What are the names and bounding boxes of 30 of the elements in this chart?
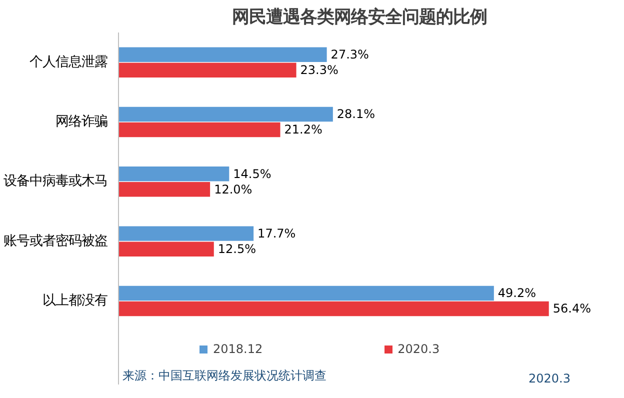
data-label: 12.0% — [214, 182, 252, 196]
data-label: 49.2% — [498, 286, 536, 300]
bar — [118, 47, 327, 62]
y-tick-label: 设备中病毒或木马 — [4, 174, 108, 190]
annotation: 来源：中国互联网络发展状况统计调查 — [122, 368, 326, 382]
y-tick-label: 个人信息泄露 — [30, 54, 108, 70]
y-tick-label: 账号或者密码被盗 — [4, 234, 108, 249]
data-label: 21.2% — [284, 122, 322, 137]
data-label: 12.5% — [218, 242, 256, 256]
legend-label: 2018.12 — [213, 342, 263, 356]
bar — [118, 286, 494, 301]
data-label: 17.7% — [258, 226, 296, 241]
data-label: 28.1% — [336, 107, 376, 122]
y-tick-label: 以上都没有 — [42, 293, 108, 308]
bar — [118, 166, 230, 182]
data-label: 27.3% — [330, 48, 369, 62]
data-label: 56.4% — [552, 302, 591, 316]
bar — [118, 182, 210, 197]
data-label: 23.3% — [300, 63, 338, 78]
bar — [118, 301, 549, 316]
bar — [118, 226, 254, 241]
data-label: 14.5% — [233, 166, 272, 181]
legend-label: 2020.3 — [398, 342, 440, 356]
bar — [118, 62, 296, 78]
y-tick-label: 网络诈骗 — [56, 114, 108, 130]
bar — [118, 242, 214, 256]
chart-title: 网民遭遇各类网络安全问题的比例 — [232, 8, 487, 28]
bar — [118, 122, 280, 138]
bar — [118, 106, 333, 122]
annotation: 2020.3 — [528, 372, 570, 386]
